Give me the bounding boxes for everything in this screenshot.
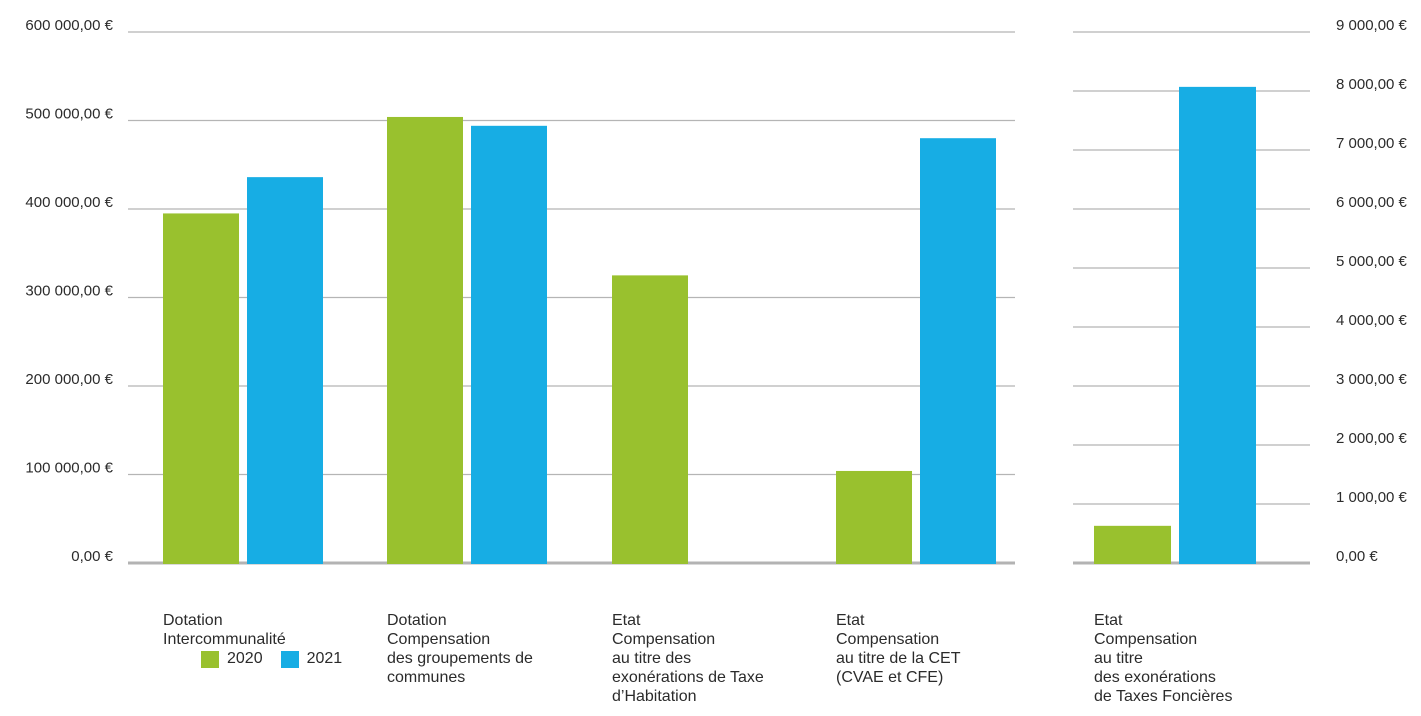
y-tick-label-c1-2: 2 000,00 €: [1336, 430, 1408, 447]
legend-item-2021: 2021: [280, 650, 343, 668]
y-tick-label-c1-4: 4 000,00 €: [1336, 312, 1408, 329]
legend-label-2021: 2021: [306, 650, 343, 667]
category-label-line: communes: [387, 669, 466, 686]
y-tick-label-c0-5: 500 000,00 €: [25, 106, 113, 123]
bar-c0-s2021-g0: [247, 177, 323, 564]
category-label-line: Compensation: [612, 631, 716, 648]
y-tick-label-c0-0: 0,00 €: [71, 548, 113, 565]
legend-swatch-2020: [201, 650, 219, 668]
bar-c0-s2020-g1: [387, 116, 463, 565]
y-tick-label-c0-3: 300 000,00 €: [25, 283, 113, 300]
category-label-line: au titre des: [612, 650, 692, 667]
category-label-line: d’Habitation: [612, 688, 697, 705]
y-tick-label-c1-6: 6 000,00 €: [1336, 194, 1408, 211]
y-tick-label-c0-6: 600 000,00 €: [25, 17, 113, 34]
category-label-line: (CVAE et CFE): [836, 669, 944, 686]
bar-c0-s2021-g3: [920, 138, 996, 564]
y-tick-label-c0-1: 100 000,00 €: [25, 460, 113, 477]
bar-c0-s2020-g2: [612, 275, 688, 564]
category-label-line: de Taxes Foncières: [1094, 688, 1233, 705]
legend-swatch-2021: [280, 650, 299, 668]
category-label-c0-2: Etat Compensation au titre des exonérations…: [612, 611, 764, 706]
bar-c0-s2021-g1: [471, 125, 547, 564]
y-tick-label-c1-8: 8 000,00 €: [1336, 76, 1408, 93]
y-tick-label-c0-4: 400 000,00 €: [25, 194, 113, 211]
bar-c0-s2020-g0: [163, 213, 239, 565]
category-label-line: Dotation: [163, 612, 223, 629]
category-label-line: au titre: [1094, 650, 1143, 667]
y-tick-label-c1-7: 7 000,00 €: [1336, 135, 1408, 152]
category-label-c0-0: Dotation Intercommunalité: [163, 611, 286, 649]
category-label-line: Compensation: [1094, 631, 1198, 648]
legend: 2020 2021: [201, 650, 352, 668]
bar-c1-s2020-g0: [1094, 525, 1171, 564]
legend-label-2020: 2020: [227, 650, 263, 667]
category-label-line: Dotation: [387, 612, 447, 629]
category-label-line: Etat: [836, 612, 865, 629]
y-tick-label-c1-5: 5 000,00 €: [1336, 253, 1408, 270]
category-label-c0-3: Etat Compensation au titre de la CET (CVAE …: [836, 611, 961, 687]
y-tick-label-c0-2: 200 000,00 €: [25, 371, 113, 388]
category-label-line: des exonérations: [1094, 669, 1216, 686]
y-tick-label-c1-3: 3 000,00 €: [1336, 371, 1408, 388]
category-label-line: au titre de la CET: [836, 650, 961, 667]
category-label-line: Compensation: [387, 631, 491, 648]
category-label-line: Etat: [612, 612, 641, 629]
y-tick-label-c1-1: 1 000,00 €: [1336, 489, 1408, 506]
category-label-line: des groupements de: [387, 650, 533, 667]
y-tick-label-c1-9: 9 000,00 €: [1336, 17, 1408, 34]
legend-item-2020: 2020: [201, 650, 263, 668]
category-label-line: Intercommunalité: [163, 631, 286, 648]
category-label-line: Compensation: [836, 631, 940, 648]
category-label-c1-0: Etat Compensation au titre des exonérations…: [1094, 611, 1232, 706]
bar-c0-s2020-g3: [836, 470, 912, 564]
category-label-line: exonérations de Taxe: [612, 669, 764, 686]
bar-c1-s2021-g0: [1179, 86, 1256, 565]
y-tick-label-c1-0: 0,00 €: [1336, 548, 1378, 565]
category-label-line: Etat: [1094, 612, 1123, 629]
category-label-c0-1: Dotation Compensation des groupements de co…: [387, 611, 533, 687]
